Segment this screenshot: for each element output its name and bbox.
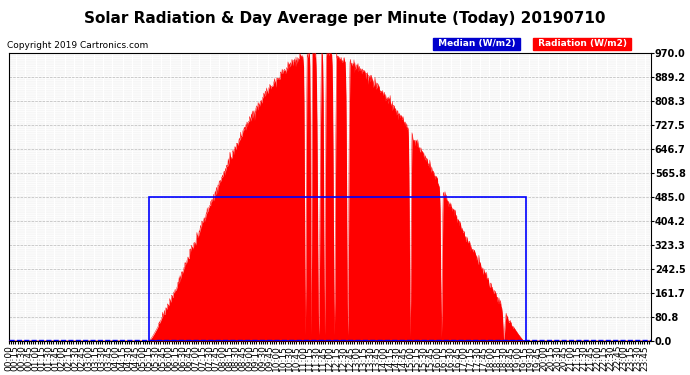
Text: Solar Radiation & Day Average per Minute (Today) 20190710: Solar Radiation & Day Average per Minute… [84,11,606,26]
Text: Radiation (W/m2): Radiation (W/m2) [535,39,630,48]
Text: Copyright 2019 Cartronics.com: Copyright 2019 Cartronics.com [7,41,148,50]
Text: Median (W/m2): Median (W/m2) [435,39,518,48]
Bar [149,197,526,341]
